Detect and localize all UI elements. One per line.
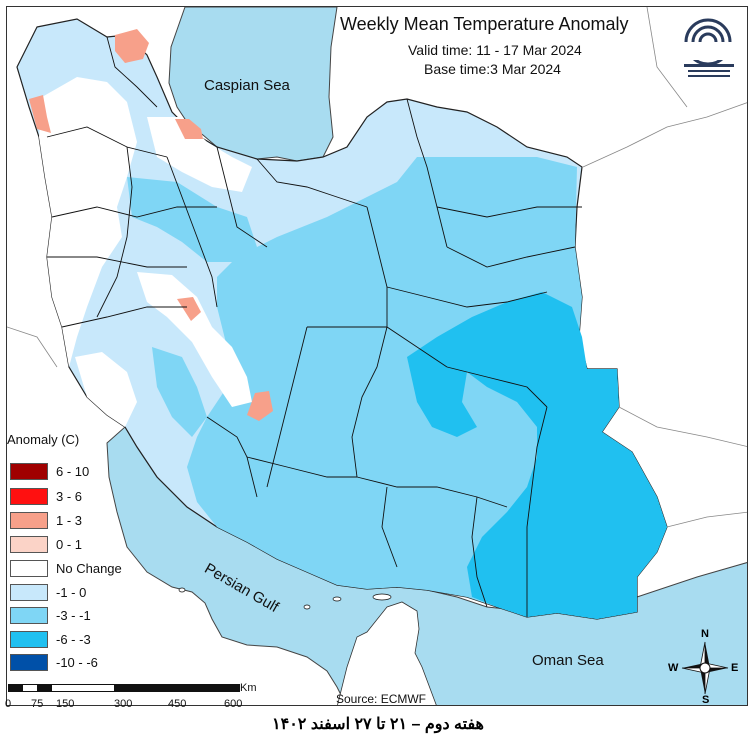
anomaly-zone-no-change-center-west: [137, 272, 252, 407]
scale-tick: 0: [5, 698, 12, 710]
compass-n: N: [701, 628, 709, 640]
legend-swatch: [10, 653, 48, 671]
valid-time: Valid time: 11 - 17 Mar 2024: [408, 42, 582, 58]
map-title: Weekly Mean Temperature Anomaly: [340, 14, 629, 34]
anomaly-zone-warm-west: [29, 95, 51, 133]
legend-label: -10 - -6: [56, 654, 98, 670]
map-canvas: [7, 7, 747, 705]
caspian-sea-label: Caspian Sea: [204, 77, 290, 94]
scale-tick: 150: [56, 698, 75, 710]
legend-label: 0 - 1: [56, 536, 83, 552]
neighbor-borders: [7, 7, 747, 528]
arabian-coast: [337, 601, 437, 705]
anomaly-zone-no-change-north: [147, 117, 252, 192]
oman-sea-label: Oman Sea: [532, 652, 604, 669]
anomaly-zone-no-change-nw: [39, 77, 137, 367]
compass-rose: N S W E: [668, 628, 739, 706]
legend-label: 1 - 3: [56, 512, 83, 528]
organization-logo: [678, 14, 740, 82]
legend-label: No Change: [56, 560, 122, 576]
legend-item: 0 - 1: [10, 535, 82, 553]
legend-label: -3 - -1: [56, 607, 91, 623]
anomaly-zone-west-band: [152, 347, 207, 437]
scale-tick: 600: [224, 698, 243, 710]
legend-item: -1 - 0: [10, 583, 86, 601]
scale-tick: 300: [114, 698, 133, 710]
legend-swatch: [10, 559, 48, 577]
legend-title: Anomaly (C): [7, 432, 80, 447]
legend-label: -1 - 0: [56, 584, 87, 600]
gulf-islands: [178, 587, 392, 610]
legend-item: -10 - -6: [10, 653, 98, 671]
anomaly-zone-nw-band: [127, 177, 257, 262]
legend-item: -3 - -1: [10, 606, 91, 624]
legend-item: 6 - 10: [10, 462, 89, 480]
anomaly-zone-minus6-minus3: [407, 292, 667, 619]
anomaly-zone-warm-nw: [115, 29, 149, 63]
scale-bar: [8, 684, 240, 692]
map-frame: [6, 6, 748, 706]
legend-swatch: [10, 630, 48, 648]
anomaly-zone-warm-caspian: [175, 119, 203, 139]
legend-item: -6 - -3: [10, 630, 91, 648]
anomaly-zone-warm-center: [177, 297, 201, 321]
legend-swatch: [10, 511, 48, 529]
compass-e: E: [731, 662, 739, 674]
footer-caption: هفته دوم – ۲۱ تا ۲۷ اسفند ۱۴۰۲: [272, 716, 484, 733]
province-borders: [46, 36, 582, 617]
scale-tick: 450: [168, 698, 187, 710]
legend-swatch: [10, 535, 48, 553]
anomaly-zone-no-change-west-edge: [75, 352, 137, 427]
scale-unit: Km: [240, 682, 257, 694]
legend-swatch: [10, 583, 48, 601]
legend-label: -6 - -3: [56, 631, 91, 647]
legend-item: 3 - 6: [10, 487, 82, 505]
scale-tick: 75: [31, 698, 44, 710]
legend-panel: Anomaly (C): [3, 432, 139, 450]
anomaly-zone-warm-south: [247, 391, 273, 421]
compass-w: W: [668, 662, 679, 674]
legend-swatch: [10, 462, 48, 480]
legend-swatch: [10, 606, 48, 624]
data-source: Source: ECMWF: [336, 692, 427, 706]
compass-s: S: [702, 694, 710, 706]
legend-swatch: [10, 487, 48, 505]
legend-label: 3 - 6: [56, 488, 83, 504]
base-time: Base time:3 Mar 2024: [424, 61, 561, 77]
legend-label: 6 - 10: [56, 463, 90, 479]
legend-item: 1 - 3: [10, 511, 82, 529]
legend-item: No Change: [10, 559, 122, 577]
